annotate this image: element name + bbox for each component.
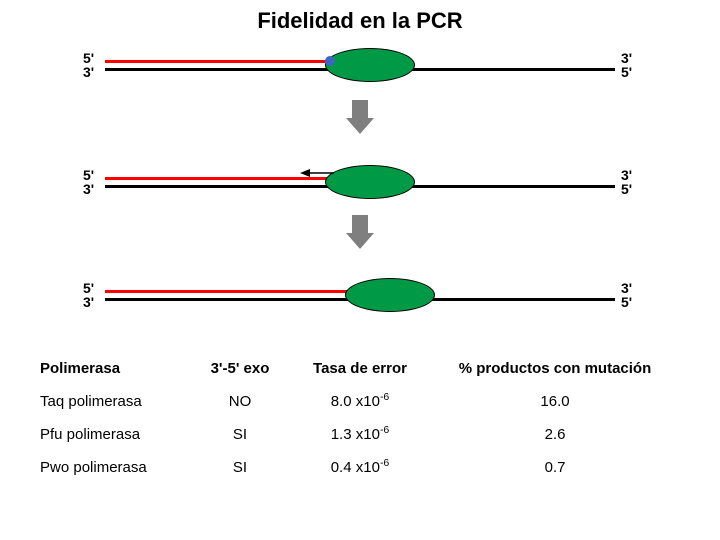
- label-3prime-left: 3': [83, 181, 94, 197]
- table-row: Taq polimerasaNO8.0 x10-616.0: [40, 391, 680, 410]
- cell-exo: SI: [190, 459, 290, 476]
- header-error-rate: Tasa de error: [290, 360, 430, 377]
- cell-error-rate: 0.4 x10-6: [290, 457, 430, 476]
- cell-exo: SI: [190, 426, 290, 443]
- header-exo: 3'-5' exo: [190, 360, 290, 377]
- table-row: Pwo polimerasaSI0.4 x10-60.7: [40, 457, 680, 476]
- label-5prime-right: 5': [621, 64, 632, 80]
- mismatch-nucleotide: [325, 56, 335, 66]
- polymerase-enzyme: [325, 48, 415, 82]
- table-header-row: Polimerasa3'-5' exoTasa de error% produc…: [40, 360, 680, 377]
- cell-polymerase: Taq polimerasa: [40, 393, 190, 410]
- table-row: Pfu polimerasaSI1.3 x10-62.6: [40, 424, 680, 443]
- page-title: Fidelidad en la PCR: [0, 8, 720, 34]
- polymerase-enzyme: [325, 165, 415, 199]
- cell-exo: NO: [190, 393, 290, 410]
- dna-panel-1: 5'3'3'5': [0, 48, 720, 88]
- dna-panel-3: 5'3'3'5': [0, 278, 720, 318]
- cell-error-rate: 1.3 x10-6: [290, 424, 430, 443]
- label-3prime-left: 3': [83, 294, 94, 310]
- header-mutation-pct: % productos con mutación: [430, 360, 680, 377]
- label-5prime-right: 5': [621, 294, 632, 310]
- cell-polymerase: Pfu polimerasa: [40, 426, 190, 443]
- cell-error-rate: 8.0 x10-6: [290, 391, 430, 410]
- polymerase-enzyme: [345, 278, 435, 312]
- header-polymerase: Polimerasa: [40, 360, 190, 377]
- label-5prime-right: 5': [621, 181, 632, 197]
- cell-mutation-pct: 16.0: [430, 393, 680, 410]
- cell-polymerase: Pwo polimerasa: [40, 459, 190, 476]
- label-3prime-left: 3': [83, 64, 94, 80]
- cell-mutation-pct: 2.6: [430, 426, 680, 443]
- cell-mutation-pct: 0.7: [430, 459, 680, 476]
- dna-panel-2: 5'3'3'5': [0, 165, 720, 205]
- proofreading-arrow: [300, 165, 334, 183]
- polymerase-table: Polimerasa3'-5' exoTasa de error% produc…: [40, 360, 680, 490]
